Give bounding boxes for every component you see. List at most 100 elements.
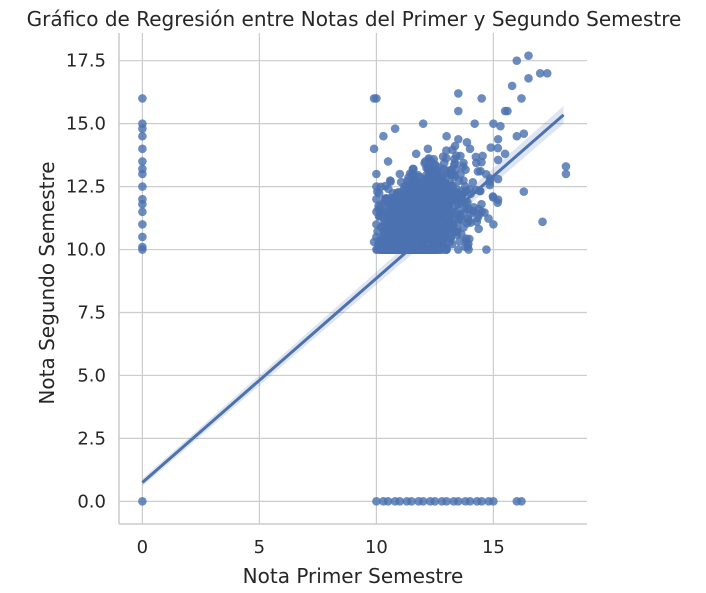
data-point: [380, 245, 389, 254]
data-point: [430, 497, 440, 506]
data-point: [420, 175, 429, 185]
x-tick-labels: 0 5 10 15: [137, 537, 505, 558]
data-point: [138, 94, 147, 103]
x-tick-label: 0: [137, 537, 148, 558]
data-point: [138, 207, 147, 217]
data-point: [418, 497, 428, 506]
data-point: [512, 56, 522, 65]
data-point: [451, 227, 461, 236]
data-point: [379, 229, 389, 239]
data-point: [138, 232, 147, 242]
data-point: [459, 158, 468, 168]
data-point: [477, 207, 487, 217]
data-point: [470, 119, 479, 128]
data-point: [427, 245, 437, 254]
data-point: [435, 245, 444, 254]
data-point: [450, 141, 460, 151]
data-point: [542, 68, 552, 78]
data-point: [461, 182, 470, 191]
data-point: [535, 68, 545, 78]
data-point: [489, 497, 498, 506]
data-point: [561, 169, 571, 179]
data-point: [488, 192, 498, 201]
data-point: [476, 166, 485, 176]
data-point: [409, 177, 419, 187]
grid-x: [141, 33, 494, 524]
data-point: [391, 217, 400, 227]
data-point: [418, 119, 428, 128]
data-point: [407, 220, 416, 229]
data-point: [517, 94, 526, 103]
data-point: [395, 497, 405, 506]
data-point: [388, 194, 398, 204]
y-tick-label: 10.0: [66, 240, 106, 261]
data-point: [398, 227, 407, 237]
x-axis-label: Nota Primer Semestre: [243, 564, 464, 588]
data-point: [138, 199, 147, 209]
chart-title: Gráfico de Regresión entre Notas del Pri…: [27, 7, 682, 31]
data-point: [138, 182, 147, 191]
x-tick-label: 15: [482, 537, 505, 558]
data-point: [484, 214, 493, 223]
data-point: [411, 149, 421, 159]
data-point: [415, 214, 424, 223]
scatter-points: [138, 51, 571, 506]
data-point: [512, 131, 522, 141]
data-point: [395, 169, 405, 179]
data-point: [493, 174, 503, 184]
data-point: [519, 129, 529, 139]
y-axis-label: Nota Segundo Semestre: [35, 161, 59, 404]
data-point: [372, 194, 381, 204]
data-point: [493, 143, 503, 153]
data-point: [482, 245, 491, 254]
data-point: [461, 165, 470, 175]
data-point: [442, 497, 451, 506]
data-point: [411, 186, 421, 196]
data-point: [424, 154, 434, 163]
data-point: [138, 131, 147, 141]
data-point: [372, 182, 381, 191]
data-point: [138, 245, 147, 254]
data-point: [423, 144, 433, 154]
y-tick-label: 2.5: [77, 428, 106, 449]
data-point: [455, 237, 464, 246]
data-point: [493, 134, 503, 144]
data-point: [379, 131, 388, 141]
data-point: [386, 177, 395, 186]
data-point: [423, 163, 433, 172]
data-point: [493, 198, 502, 208]
data-point: [493, 155, 503, 165]
x-tick-label: 5: [254, 537, 265, 558]
data-point: [454, 89, 463, 98]
y-tick-label: 5.0: [77, 365, 106, 386]
data-point: [489, 119, 498, 128]
regression-line: [141, 113, 565, 484]
grid-y: [119, 60, 587, 502]
data-point: [454, 106, 463, 116]
data-point: [383, 497, 393, 506]
y-tick-label: 17.5: [66, 51, 106, 72]
data-point: [409, 164, 418, 174]
data-point: [442, 153, 451, 163]
data-point: [138, 124, 147, 133]
data-point: [462, 137, 472, 147]
data-point: [449, 215, 459, 224]
data-point: [388, 202, 397, 212]
y-tick-label: 0.0: [77, 491, 106, 512]
data-point: [138, 220, 147, 229]
data-point: [489, 220, 498, 229]
data-point: [450, 154, 459, 164]
data-point: [477, 199, 486, 209]
data-point: [388, 238, 397, 248]
x-tick-label: 10: [365, 537, 388, 558]
data-point: [519, 187, 529, 196]
data-point: [402, 240, 412, 249]
data-point: [399, 202, 409, 212]
data-point: [477, 497, 487, 506]
y-tick-labels: 0.0 2.5 5.0 7.5 10.0 12.5 15.0 17.5: [66, 51, 106, 513]
data-point: [446, 169, 456, 179]
data-point: [383, 157, 393, 166]
data-point: [500, 149, 510, 159]
data-point: [464, 239, 473, 249]
